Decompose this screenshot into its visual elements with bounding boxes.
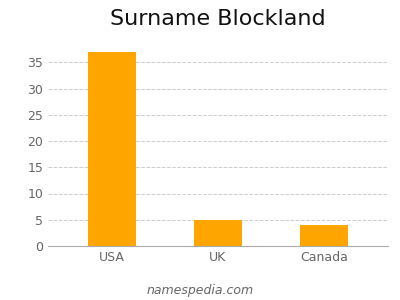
Title: Surname Blockland: Surname Blockland	[110, 9, 326, 29]
Bar	[88, 52, 136, 246]
Text: namespedia.com: namespedia.com	[146, 284, 254, 297]
Bar	[194, 220, 242, 246]
Bar	[300, 225, 348, 246]
